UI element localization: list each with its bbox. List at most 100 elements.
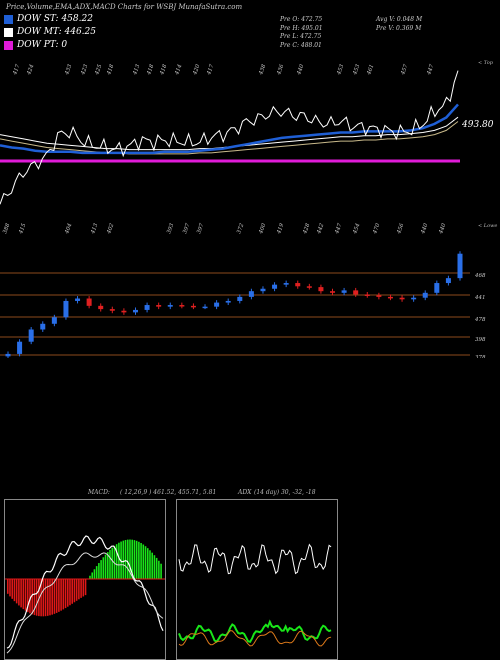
ema-long-line: [0, 121, 459, 155]
macd-histogram-bar: [58, 579, 60, 612]
macd-histogram-bar: [64, 579, 67, 609]
candle-body: [86, 298, 92, 306]
macd-histogram-bar: [80, 579, 82, 598]
macd-histogram-bar: [151, 552, 153, 580]
volume-label: 433: [64, 63, 74, 76]
candle-body: [214, 302, 220, 307]
candle-body: [248, 291, 254, 297]
macd-histogram-bar: [71, 579, 74, 604]
top-panel-label: < Top: [478, 60, 494, 66]
candle-body: [40, 323, 46, 330]
volume-labels: 417 424 433 423 425 418 413 418 418 414 420 417 438 4…: [12, 63, 436, 76]
price-ema-panel: 417 424 433 423 425 418 413 418 418 414 420 417 438 4…: [0, 60, 494, 205]
macd-histogram-bar: [115, 544, 118, 580]
macd-histogram-bar: [33, 579, 36, 616]
price-level-label: 468: [474, 273, 486, 279]
legend-dow-st: DOW ST: 458.22: [4, 14, 93, 24]
macd-histogram-bar: [42, 579, 45, 617]
volume-label: 453: [336, 63, 346, 76]
macd-histogram-bar: [91, 572, 93, 580]
macd-panel: [4, 499, 166, 660]
low-label: 415: [18, 222, 28, 235]
volume-label: 457: [400, 63, 410, 76]
macd-histogram-bar: [129, 539, 131, 580]
candle-body: [132, 309, 138, 313]
volume-label: 425: [94, 63, 104, 76]
candle-body: [353, 290, 359, 295]
volume-label: 417: [12, 63, 22, 76]
candle-body: [167, 305, 173, 307]
last-price-label: 493.80: [461, 120, 494, 130]
macd-histogram-bar: [102, 557, 105, 580]
macd-histogram-bar: [66, 579, 69, 607]
ema-mid-line: [0, 116, 459, 151]
macd-histogram-bar: [40, 579, 42, 617]
candle-body: [306, 286, 312, 288]
adx-panel: [176, 499, 338, 660]
macd-histogram-bar: [153, 555, 156, 580]
volume-label: 424: [26, 63, 36, 76]
candle-body: [445, 278, 451, 284]
candle-body: [28, 329, 34, 342]
candlestick-panel: 388 415 404 413 402 393 397 397 372 400 419 428 442 4…: [0, 222, 497, 358]
candle-body: [411, 297, 417, 300]
volume-stats: Avg V: 0.048 M Pre V: 0.369 M: [376, 16, 422, 33]
low-label: 419: [276, 222, 286, 235]
candle-body: [272, 284, 278, 289]
macd-histogram: [5, 539, 165, 617]
macd-histogram-bar: [60, 579, 62, 611]
candle-body: [190, 305, 196, 308]
adx-line: [178, 543, 332, 575]
volume-label: 418: [159, 63, 169, 76]
low-label: 413: [90, 222, 100, 235]
macd-signal-line: [6, 552, 164, 654]
macd-histogram-bar: [93, 569, 96, 580]
macd-histogram-bar: [53, 579, 56, 614]
candle-body: [98, 305, 104, 310]
macd-histogram-bar: [118, 542, 120, 580]
volume-label: 440: [296, 63, 306, 76]
macd-histogram-bar: [104, 554, 107, 580]
candle-body: [364, 294, 370, 296]
candle-body: [109, 309, 115, 311]
low-label: 402: [106, 222, 116, 235]
candle-body: [63, 300, 69, 318]
macd-histogram-bar: [144, 546, 147, 580]
macd-histogram-bar: [38, 579, 40, 617]
candle-body: [260, 288, 266, 292]
macd-histogram-bar: [124, 539, 127, 580]
macd-histogram-bar: [69, 579, 71, 606]
low-label: 440: [438, 222, 448, 235]
stat-avg-volume: Avg V: 0.048 M: [376, 16, 423, 23]
candle-body: [225, 300, 231, 303]
low-label: 454: [352, 222, 362, 235]
candle-body: [318, 287, 324, 292]
macd-histogram-bar: [82, 579, 85, 597]
volume-label: 436: [276, 63, 286, 76]
macd-label: MACD:: [88, 489, 110, 496]
macd-histogram-bar: [26, 579, 29, 613]
macd-histogram-bar: [51, 579, 54, 615]
legend-dow-mt: DOW MT: 446.25: [4, 27, 96, 37]
macd-histogram-bar: [106, 552, 109, 580]
legend-label-st: DOW ST: 458.22: [17, 14, 93, 24]
macd-histogram-bar: [13, 579, 16, 602]
volume-label: 447: [426, 63, 436, 76]
volume-label: 418: [146, 63, 156, 76]
macd-histogram-bar: [142, 544, 145, 580]
stat-close: Pre C: 488.01: [280, 41, 322, 49]
bottom-panel-label: < Lowe: [478, 223, 497, 229]
adx-minus-di-line: [178, 630, 332, 647]
low-label: 393: [166, 222, 175, 234]
candle-body: [330, 291, 336, 293]
stat-prev-volume: Pre V: 0.369 M: [376, 24, 422, 32]
candle-body: [387, 296, 393, 299]
macd-histogram-bar: [160, 563, 162, 580]
candle-body: [144, 305, 150, 310]
low-label: 397: [196, 222, 205, 234]
close-price-line: [0, 70, 459, 205]
legend-label-pt: DOW PT: 0: [17, 40, 68, 50]
volume-label: 414: [174, 63, 184, 76]
stat-high: Pre H: 495.01: [280, 24, 323, 32]
candle-body: [376, 295, 382, 297]
